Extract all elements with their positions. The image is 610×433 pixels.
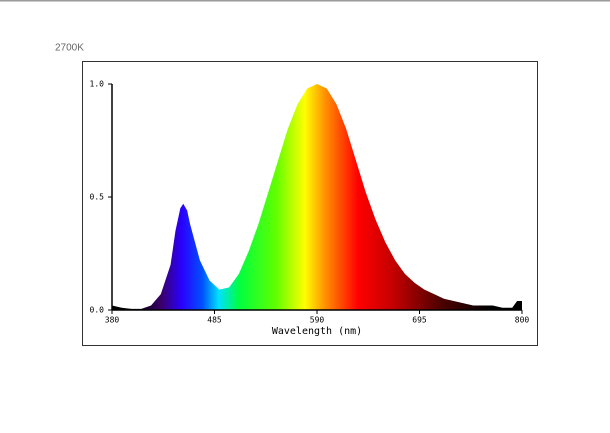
chart-title: 2700K — [55, 43, 84, 54]
x-tick-label: 590 — [310, 316, 325, 325]
x-axis-label: Wavelength (nm) — [272, 326, 362, 337]
x-tick-label: 800 — [515, 316, 530, 325]
y-tick-label: 1.0 — [90, 80, 105, 89]
y-tick-label: 0.0 — [90, 306, 105, 315]
x-tick-label: 380 — [105, 316, 120, 325]
y-tick-label: 0.5 — [90, 193, 105, 202]
x-tick-label: 485 — [207, 316, 222, 325]
x-tick-label: 695 — [412, 316, 427, 325]
spectrum-area — [112, 84, 522, 310]
